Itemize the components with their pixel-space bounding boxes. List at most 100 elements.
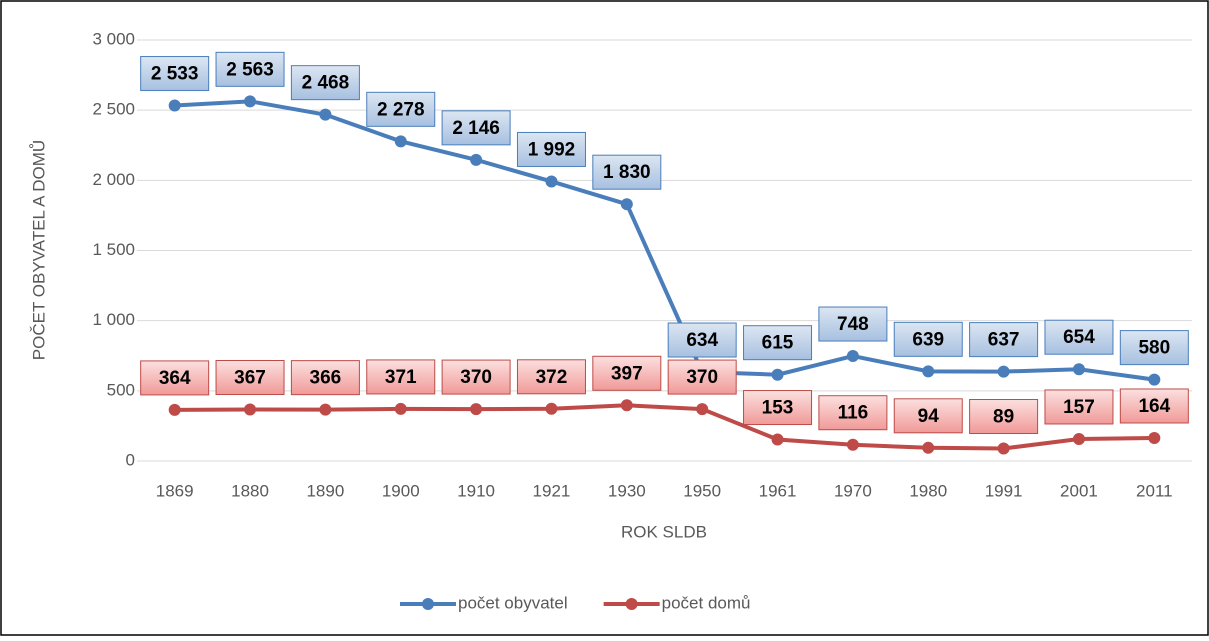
series-line xyxy=(174,403,1155,451)
data-label: 116 xyxy=(838,403,869,424)
data-label: 2 533 xyxy=(151,64,199,85)
data-label: 580 xyxy=(1138,338,1170,359)
data-label-box xyxy=(366,91,436,127)
point xyxy=(771,368,784,381)
data-label-box xyxy=(667,359,737,395)
point xyxy=(545,402,558,415)
data-label: 370 xyxy=(460,367,492,388)
data-label-box xyxy=(818,395,888,431)
data-label: 164 xyxy=(1138,396,1170,417)
point xyxy=(244,403,257,416)
y-tick-label: 1 000 xyxy=(92,310,135,329)
point xyxy=(394,402,407,415)
data-label: 2 278 xyxy=(377,99,425,120)
point xyxy=(922,365,935,378)
y-axis-title: POČET OBYVATEL A DOMŮ xyxy=(29,140,48,360)
data-label: 748 xyxy=(837,314,869,335)
data-label-box xyxy=(743,325,813,361)
data-label-box xyxy=(215,359,285,395)
data-label: 367 xyxy=(234,368,266,389)
data-label: 654 xyxy=(1063,327,1095,348)
y-tick-label: 3 000 xyxy=(92,29,135,48)
point xyxy=(771,433,784,446)
point xyxy=(922,441,935,454)
data-label-box xyxy=(290,65,360,101)
point xyxy=(997,365,1010,378)
data-label: 615 xyxy=(762,333,794,354)
legend-marker xyxy=(625,598,638,610)
x-tick-label: 1991 xyxy=(985,481,1023,500)
x-tick-label: 1890 xyxy=(306,481,344,500)
data-label-box xyxy=(592,355,662,391)
data-label: 364 xyxy=(159,368,191,389)
data-label-box xyxy=(215,51,285,87)
point xyxy=(846,438,859,451)
data-label: 153 xyxy=(762,398,794,419)
data-label-box xyxy=(140,360,210,396)
point xyxy=(545,175,558,188)
point xyxy=(846,350,859,363)
data-label: 1 992 xyxy=(528,139,576,160)
y-tick-label: 500 xyxy=(107,380,135,399)
x-tick-label: 1980 xyxy=(909,481,947,500)
data-label-box xyxy=(818,306,888,342)
x-tick-label: 1880 xyxy=(231,481,269,500)
data-label: 371 xyxy=(385,367,417,388)
point xyxy=(168,403,181,416)
data-label-box xyxy=(893,321,963,357)
y-tick-label: 1 500 xyxy=(92,240,135,259)
data-label-box xyxy=(1044,319,1114,355)
x-tick-label: 1961 xyxy=(759,481,797,500)
legend-marker xyxy=(422,598,434,610)
data-label-box xyxy=(366,359,436,395)
series-line xyxy=(174,99,1155,382)
data-label-box xyxy=(667,322,737,358)
data-label: 2 563 xyxy=(226,59,274,80)
point xyxy=(1072,432,1085,445)
y-tick-label: 0 xyxy=(126,450,135,469)
data-label: 1 830 xyxy=(603,162,651,183)
legend-label: počet domů xyxy=(662,593,751,612)
point xyxy=(168,99,181,112)
data-label: 372 xyxy=(536,367,568,388)
data-label: 634 xyxy=(686,330,718,351)
x-tick-label: 1921 xyxy=(533,481,571,500)
data-label: 89 xyxy=(993,407,1014,428)
data-label: 397 xyxy=(611,363,643,384)
data-label-box xyxy=(441,359,511,395)
y-tick-label: 2 000 xyxy=(92,170,135,189)
data-label-box xyxy=(893,398,963,434)
x-tick-label: 1970 xyxy=(834,481,872,500)
data-label: 94 xyxy=(918,406,940,427)
point xyxy=(470,403,483,416)
point xyxy=(620,198,633,211)
data-label-box xyxy=(516,131,586,167)
data-label: 366 xyxy=(310,368,342,389)
data-label-box xyxy=(1044,389,1114,425)
point xyxy=(1148,431,1161,444)
point xyxy=(696,403,709,416)
x-tick-label: 2011 xyxy=(1136,481,1173,500)
data-label-box xyxy=(592,154,662,190)
data-label-box xyxy=(969,322,1039,358)
data-label: 2 468 xyxy=(302,73,350,94)
point xyxy=(244,95,257,108)
data-label-box xyxy=(516,359,586,395)
point xyxy=(1148,373,1161,386)
data-label-box xyxy=(1119,330,1189,366)
data-label-box xyxy=(1119,388,1189,424)
x-tick-label: 1950 xyxy=(683,481,721,500)
x-tick-label: 1869 xyxy=(156,481,194,500)
data-label: 639 xyxy=(912,329,944,350)
data-label: 637 xyxy=(988,330,1020,351)
point xyxy=(319,108,332,121)
point xyxy=(470,153,483,166)
x-tick-label: 1910 xyxy=(457,481,495,500)
data-label: 370 xyxy=(686,367,718,388)
data-label-box xyxy=(743,390,813,426)
data-label-box xyxy=(140,56,210,92)
point xyxy=(319,403,332,416)
data-label-box xyxy=(290,360,360,396)
